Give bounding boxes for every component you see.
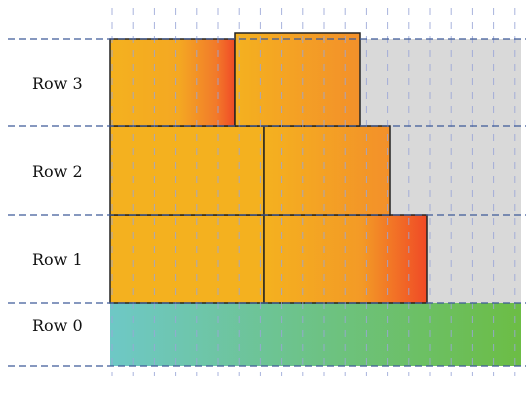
row-1-block-left: [109, 214, 265, 304]
row-3-block-right: [234, 32, 361, 127]
base-row-block: [110, 303, 521, 366]
vertical-grid-lines: [111, 8, 516, 376]
row-3-block-left: [109, 38, 236, 127]
row-label-3: Row 3: [32, 74, 83, 93]
row-dividers: [8, 38, 526, 367]
row-label-0: Row 0: [32, 316, 83, 335]
row-label-1: Row 1: [32, 250, 83, 269]
row-2-block-left: [109, 125, 265, 216]
row-2-block-right: [263, 125, 391, 216]
row-label-2: Row 2: [32, 162, 83, 181]
